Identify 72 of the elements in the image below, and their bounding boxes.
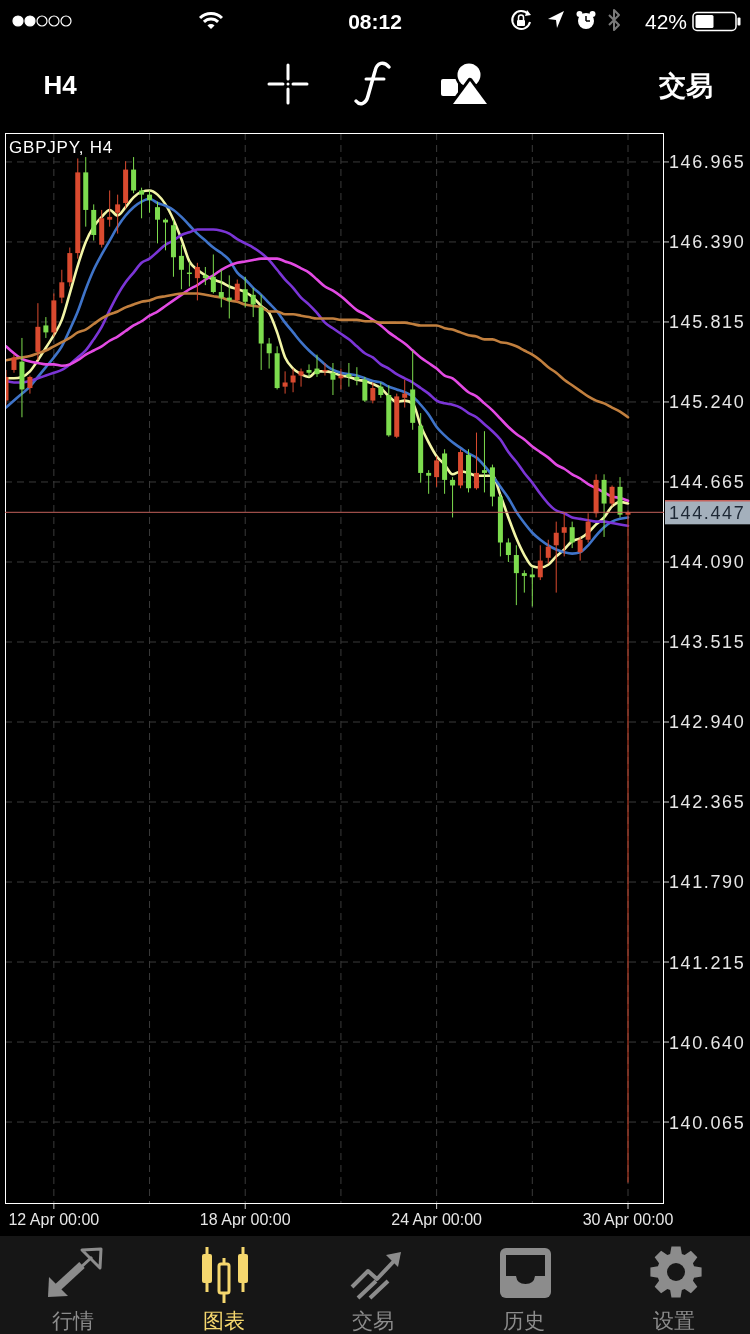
y-tick-label: 142.940	[669, 712, 746, 733]
text: H4	[43, 70, 78, 101]
candlestick	[155, 201, 161, 244]
candlestick	[370, 381, 376, 404]
y-tick-label: 143.515	[669, 632, 746, 653]
candlestick	[242, 276, 248, 308]
candlestick	[178, 244, 184, 290]
candlestick	[330, 362, 336, 396]
candlestick	[282, 370, 288, 395]
y-tick-label: 140.065	[669, 1112, 746, 1133]
candlestick	[306, 363, 312, 378]
candlestick	[569, 521, 575, 549]
ref-line-label: 144.447	[669, 502, 746, 523]
text: 交易	[658, 69, 713, 101]
text: 42%	[644, 9, 687, 33]
y-tick-label: 144.665	[669, 472, 746, 493]
y-tick-label: 144.090	[669, 552, 746, 573]
candlestick	[298, 368, 304, 388]
y-tick-label: 140.640	[669, 1032, 746, 1053]
candlestick	[601, 473, 607, 538]
y-tick-label: 142.365	[669, 792, 746, 813]
y-tick-label: 141.790	[669, 872, 746, 893]
x-tick-label: 30 Apr 00:00	[582, 1210, 674, 1228]
candlestick	[131, 156, 137, 194]
candlestick	[202, 266, 208, 286]
x-tick-label: 24 Apr 00:00	[391, 1210, 483, 1228]
candlestick	[577, 536, 583, 562]
y-tick-label: 146.390	[669, 232, 746, 253]
candlestick	[553, 521, 559, 594]
candlestick	[481, 430, 487, 493]
candlestick	[473, 432, 479, 491]
candlestick	[585, 512, 591, 543]
candlestick	[266, 337, 272, 370]
x-tick-label: 12 Apr 00:00	[8, 1210, 100, 1228]
y-tick-label: 141.215	[669, 952, 746, 973]
candlestick	[107, 189, 113, 228]
candlestick	[561, 512, 567, 557]
candlestick	[402, 379, 408, 409]
candlestick	[194, 262, 200, 301]
text: 行情	[52, 1308, 94, 1333]
candlestick	[521, 569, 527, 594]
candlestick	[354, 366, 360, 386]
candlestick	[115, 194, 121, 235]
y-tick-label: 145.815	[669, 312, 746, 333]
candlestick	[426, 469, 432, 495]
candlestick	[43, 316, 49, 339]
candlestick	[609, 484, 615, 507]
candlestick	[11, 354, 17, 374]
candlestick	[250, 287, 256, 318]
candlestick	[545, 539, 551, 564]
candlestick	[59, 269, 65, 304]
candlestick	[434, 455, 440, 488]
y-tick-label: 146.965	[669, 152, 746, 173]
text: 交易	[352, 1308, 394, 1333]
candlestick	[139, 187, 145, 219]
text: 历史	[503, 1308, 545, 1333]
candlestick	[537, 544, 543, 581]
text: 08:12	[348, 9, 402, 33]
text: 图表	[203, 1308, 245, 1333]
candlestick	[346, 362, 352, 388]
chart-title: GBPJPY, H4	[9, 138, 114, 158]
candlestick	[513, 544, 519, 606]
candlestick	[505, 537, 511, 563]
y-tick-label: 145.240	[669, 392, 746, 413]
text: 设置	[653, 1308, 695, 1333]
candlestick	[362, 376, 368, 403]
candlestick	[27, 375, 33, 395]
line-series	[5, 257, 630, 503]
candlestick	[218, 269, 224, 308]
candlestick	[210, 253, 216, 294]
x-tick-label: 18 Apr 00:00	[199, 1210, 291, 1228]
candlestick	[234, 279, 240, 303]
